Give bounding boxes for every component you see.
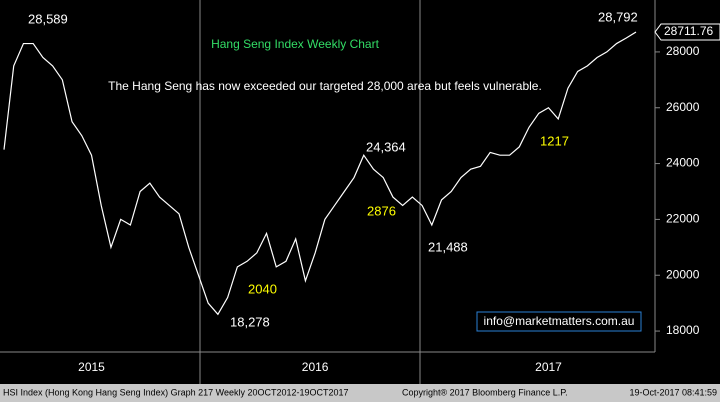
annotation: 2876 bbox=[367, 203, 396, 218]
annotation: 18,278 bbox=[230, 314, 270, 329]
footer-text: HSI Index (Hong Kong Hang Seng Index) Gr… bbox=[3, 387, 349, 397]
y-tick-label: 22000 bbox=[666, 212, 700, 226]
y-tick-label: 24000 bbox=[666, 156, 700, 170]
annotation: 28,589 bbox=[28, 11, 68, 26]
y-tick-label: 26000 bbox=[666, 100, 700, 114]
annotation: 2040 bbox=[248, 281, 277, 296]
chart-title: Hang Seng Index Weekly Chart bbox=[211, 37, 380, 51]
x-tick-label: 2015 bbox=[78, 360, 105, 374]
email: info@marketmatters.com.au bbox=[484, 314, 635, 328]
annotation: 1217 bbox=[540, 133, 569, 148]
annotation: 21,488 bbox=[428, 239, 468, 254]
email-box bbox=[476, 311, 642, 332]
last-price-tag bbox=[654, 23, 720, 41]
y-tick-label: 20000 bbox=[666, 267, 700, 281]
y-tick-label: 18000 bbox=[666, 323, 700, 337]
annotation: 28,792 bbox=[598, 9, 638, 24]
footer-text: Copyright® 2017 Bloomberg Finance L.P. bbox=[402, 387, 568, 397]
footer-text: 19-Oct-2017 08:41:59 bbox=[629, 387, 717, 397]
y-tick-label: 28000 bbox=[666, 44, 700, 58]
price-line bbox=[3, 31, 637, 316]
footer-bar bbox=[0, 384, 720, 402]
last-price-label: 28711.76 bbox=[664, 24, 713, 38]
x-tick-label: 2017 bbox=[535, 360, 562, 374]
subtitle: The Hang Seng has now exceeded our targe… bbox=[108, 79, 542, 93]
x-tick-label: 2016 bbox=[302, 360, 329, 374]
annotation: 24,364 bbox=[366, 139, 406, 154]
